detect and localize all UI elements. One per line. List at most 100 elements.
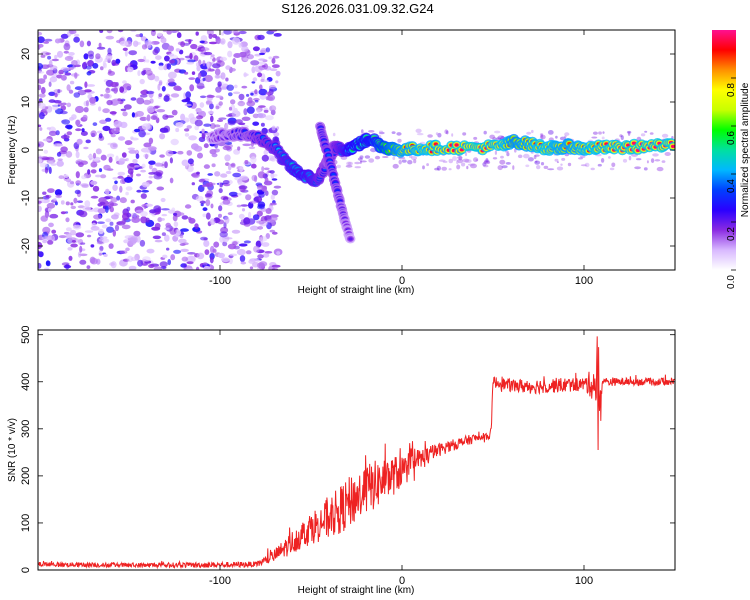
spectrogram-noise-speckle bbox=[215, 86, 222, 93]
spectrogram-noise-speckle bbox=[222, 145, 232, 151]
spectrogram-noise-speckle bbox=[66, 102, 72, 108]
spectrogram-noise-speckle bbox=[197, 72, 202, 80]
spectrogram-faint-speckle bbox=[536, 165, 541, 170]
spectrogram-noise-speckle bbox=[46, 69, 55, 76]
spectrogram-noise-speckle bbox=[143, 99, 151, 105]
snr-y-axis-label: SNR (10 * v/v) bbox=[7, 418, 18, 482]
spectrogram-faint-speckle bbox=[458, 155, 463, 161]
spectrogram-noise-speckle bbox=[117, 175, 124, 179]
spectrogram-noise-speckle bbox=[48, 166, 52, 174]
spectrogram-noise-speckle bbox=[102, 108, 110, 114]
spectrogram-noise-speckle bbox=[119, 86, 125, 93]
spectrogram-noise-speckle bbox=[162, 254, 168, 259]
spectrogram-noise-speckle bbox=[158, 62, 164, 67]
spectrogram-noise-speckle bbox=[70, 229, 77, 236]
spectrogram-faint-speckle bbox=[361, 129, 364, 134]
spectrogram-noise-speckle bbox=[48, 222, 54, 228]
spectrogram-noise-speckle bbox=[132, 159, 138, 164]
spectrogram-noise-speckle bbox=[98, 168, 103, 173]
spectrogram-noise-speckle bbox=[239, 166, 244, 172]
spectrogram-noise-speckle bbox=[54, 54, 58, 60]
spectrogram-noise-speckle bbox=[225, 65, 231, 70]
spectrogram-noise-speckle bbox=[272, 55, 280, 59]
spectrogram-noise-speckle bbox=[240, 204, 249, 207]
spectrogram-noise-speckle bbox=[108, 243, 114, 249]
spectrogram-noise-speckle bbox=[170, 30, 180, 33]
spectrogram-noise-speckle bbox=[191, 182, 195, 186]
spectrogram-noise-speckle bbox=[272, 64, 280, 68]
spectrogram-noise-speckle bbox=[273, 132, 280, 137]
spectrogram-noise-speckle bbox=[143, 142, 152, 148]
spectrogram-noise-speckle bbox=[103, 93, 110, 99]
spectrogram-noise-speckle bbox=[244, 160, 249, 165]
spectrogram-faint-speckle bbox=[346, 161, 352, 166]
colorbar-tick-label: 0.8 bbox=[726, 83, 737, 97]
spectrogram-noise-speckle bbox=[143, 203, 147, 209]
spectrogram-noise-speckle bbox=[246, 100, 256, 107]
spectrogram-noise-speckle bbox=[113, 120, 123, 128]
spectrogram-noise-speckle bbox=[225, 77, 229, 82]
spectrogram-noise-speckle bbox=[271, 264, 281, 268]
spectrogram-noise-speckle bbox=[239, 255, 246, 263]
spectrogram-noise-speckle bbox=[242, 143, 252, 147]
spectrogram-noise-speckle bbox=[204, 193, 212, 198]
spectrogram-noise-speckle bbox=[138, 130, 146, 138]
spectrogram-noise-speckle bbox=[189, 52, 193, 60]
spectrogram-faint-speckle bbox=[622, 158, 628, 163]
snr-y-ticks: 0 100 200 300 400 500 bbox=[20, 326, 675, 573]
spectrogram-faint-speckle bbox=[416, 132, 424, 136]
spectrogram-noise-speckle bbox=[54, 38, 61, 44]
colorbar: 0.0 0.2 0.4 0.6 0.8 Normalized spectral ampl… bbox=[712, 30, 750, 289]
spectrogram-noise-speckle bbox=[170, 138, 179, 146]
spectrogram-noise-speckle bbox=[203, 51, 213, 56]
spectrogram-noise-speckle bbox=[185, 267, 194, 270]
spectrogram-noise-speckle bbox=[209, 103, 214, 110]
spectrogram-noise-speckle bbox=[98, 42, 102, 48]
spectrogram-faint-speckle bbox=[584, 162, 590, 168]
spectrogram-noise-speckle bbox=[159, 133, 166, 140]
spectrogram-noise-speckle bbox=[192, 226, 201, 232]
spectrogram-noise-speckle bbox=[66, 232, 72, 240]
spectrogram-noise-speckle bbox=[106, 87, 110, 91]
snr-panel: -100 0 100 0 100 200 300 400 500 Height of stra… bbox=[7, 326, 676, 596]
spectrogram-noise-speckle bbox=[137, 259, 144, 267]
spectrogram-noise-speckle bbox=[110, 197, 118, 203]
spectrogram-noise-speckle bbox=[98, 133, 103, 139]
spectrogram-noise-speckle bbox=[38, 241, 43, 250]
spectrogram-noise-speckle bbox=[128, 149, 137, 154]
spectrogram-noise-speckle bbox=[45, 260, 50, 266]
spectrogram-noise-speckle bbox=[165, 149, 174, 157]
spectrogram-noise-speckle bbox=[66, 84, 71, 91]
spectrogram-noise-speckle bbox=[54, 189, 63, 196]
spectrogram-faint-speckle bbox=[466, 165, 469, 170]
spectrogram-noise-speckle bbox=[266, 155, 276, 161]
spectrogram-noise-speckle bbox=[105, 35, 115, 40]
spectrogram-faint-speckle bbox=[592, 131, 598, 135]
spectrogram-noise-speckle bbox=[248, 211, 252, 219]
spectrogram-noise-speckle bbox=[38, 84, 42, 91]
spectrogram-noise-speckle bbox=[86, 40, 91, 47]
spectrogram-noise-speckle bbox=[218, 205, 223, 212]
spectrogram-noise-speckle bbox=[68, 67, 74, 70]
spectrogram-noise-speckle bbox=[168, 59, 175, 64]
spectrogram-noise-speckle bbox=[119, 185, 123, 193]
spectrogram-noise-speckle bbox=[252, 121, 260, 126]
spectrogram-noise-speckle bbox=[149, 209, 157, 214]
spectrogram-noise-speckle bbox=[145, 59, 150, 63]
spectrogram-faint-speckle bbox=[467, 163, 475, 166]
spectrogram-faint-speckle bbox=[483, 160, 491, 165]
spectrogram-noise-speckle bbox=[71, 114, 77, 120]
snr-y-tick-label: 300 bbox=[20, 420, 32, 438]
spectrogram-faint-speckle bbox=[611, 162, 616, 168]
spectrogram-noise-speckle bbox=[252, 77, 258, 82]
spectrogram-noise-speckle bbox=[252, 46, 260, 52]
spectrogram-noise-speckle bbox=[87, 234, 92, 238]
spectrogram-noise-speckle bbox=[181, 256, 188, 262]
spectrogram-noise-speckle bbox=[196, 252, 205, 260]
spectrogram-noise-speckle bbox=[43, 41, 49, 44]
spectrogram-noise-speckle bbox=[164, 55, 170, 62]
spectrogram-noise-speckle bbox=[59, 110, 68, 115]
spectrogram-noise-speckle bbox=[117, 136, 126, 141]
spectrogram-noise-speckle bbox=[152, 235, 162, 240]
